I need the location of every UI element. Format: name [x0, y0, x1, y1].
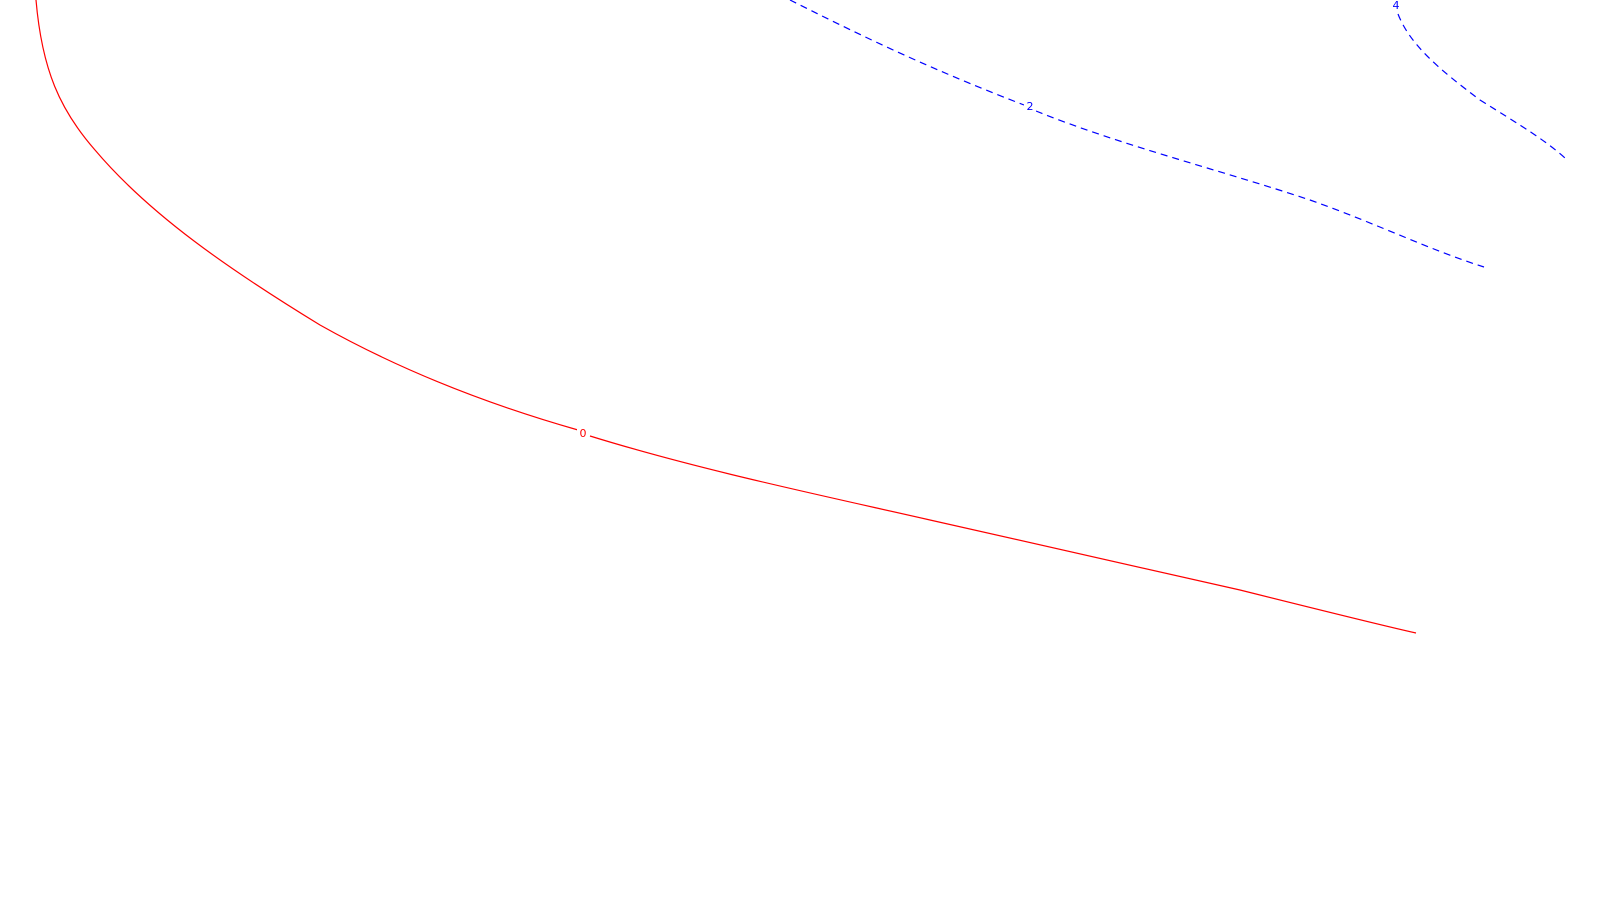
contour-4-label: 4 — [1393, 0, 1400, 12]
contour-4-line — [1397, 13, 1566, 159]
contour-0-label-bg — [577, 428, 589, 440]
contour-2-group: 2 — [789, 0, 1485, 268]
contour-0-line-continued — [589, 435, 1417, 634]
contour-2-label-bg — [1024, 101, 1036, 113]
contour-0-group: 0 — [35, 0, 1417, 634]
contour-0-line — [35, 0, 579, 431]
contour-2-line — [789, 0, 1025, 106]
contour-2-line-continued — [1035, 110, 1485, 268]
contour-2-label: 2 — [1027, 100, 1034, 113]
contour-0-label: 0 — [580, 427, 587, 440]
contour-4-group: 4 — [1393, 0, 1566, 159]
